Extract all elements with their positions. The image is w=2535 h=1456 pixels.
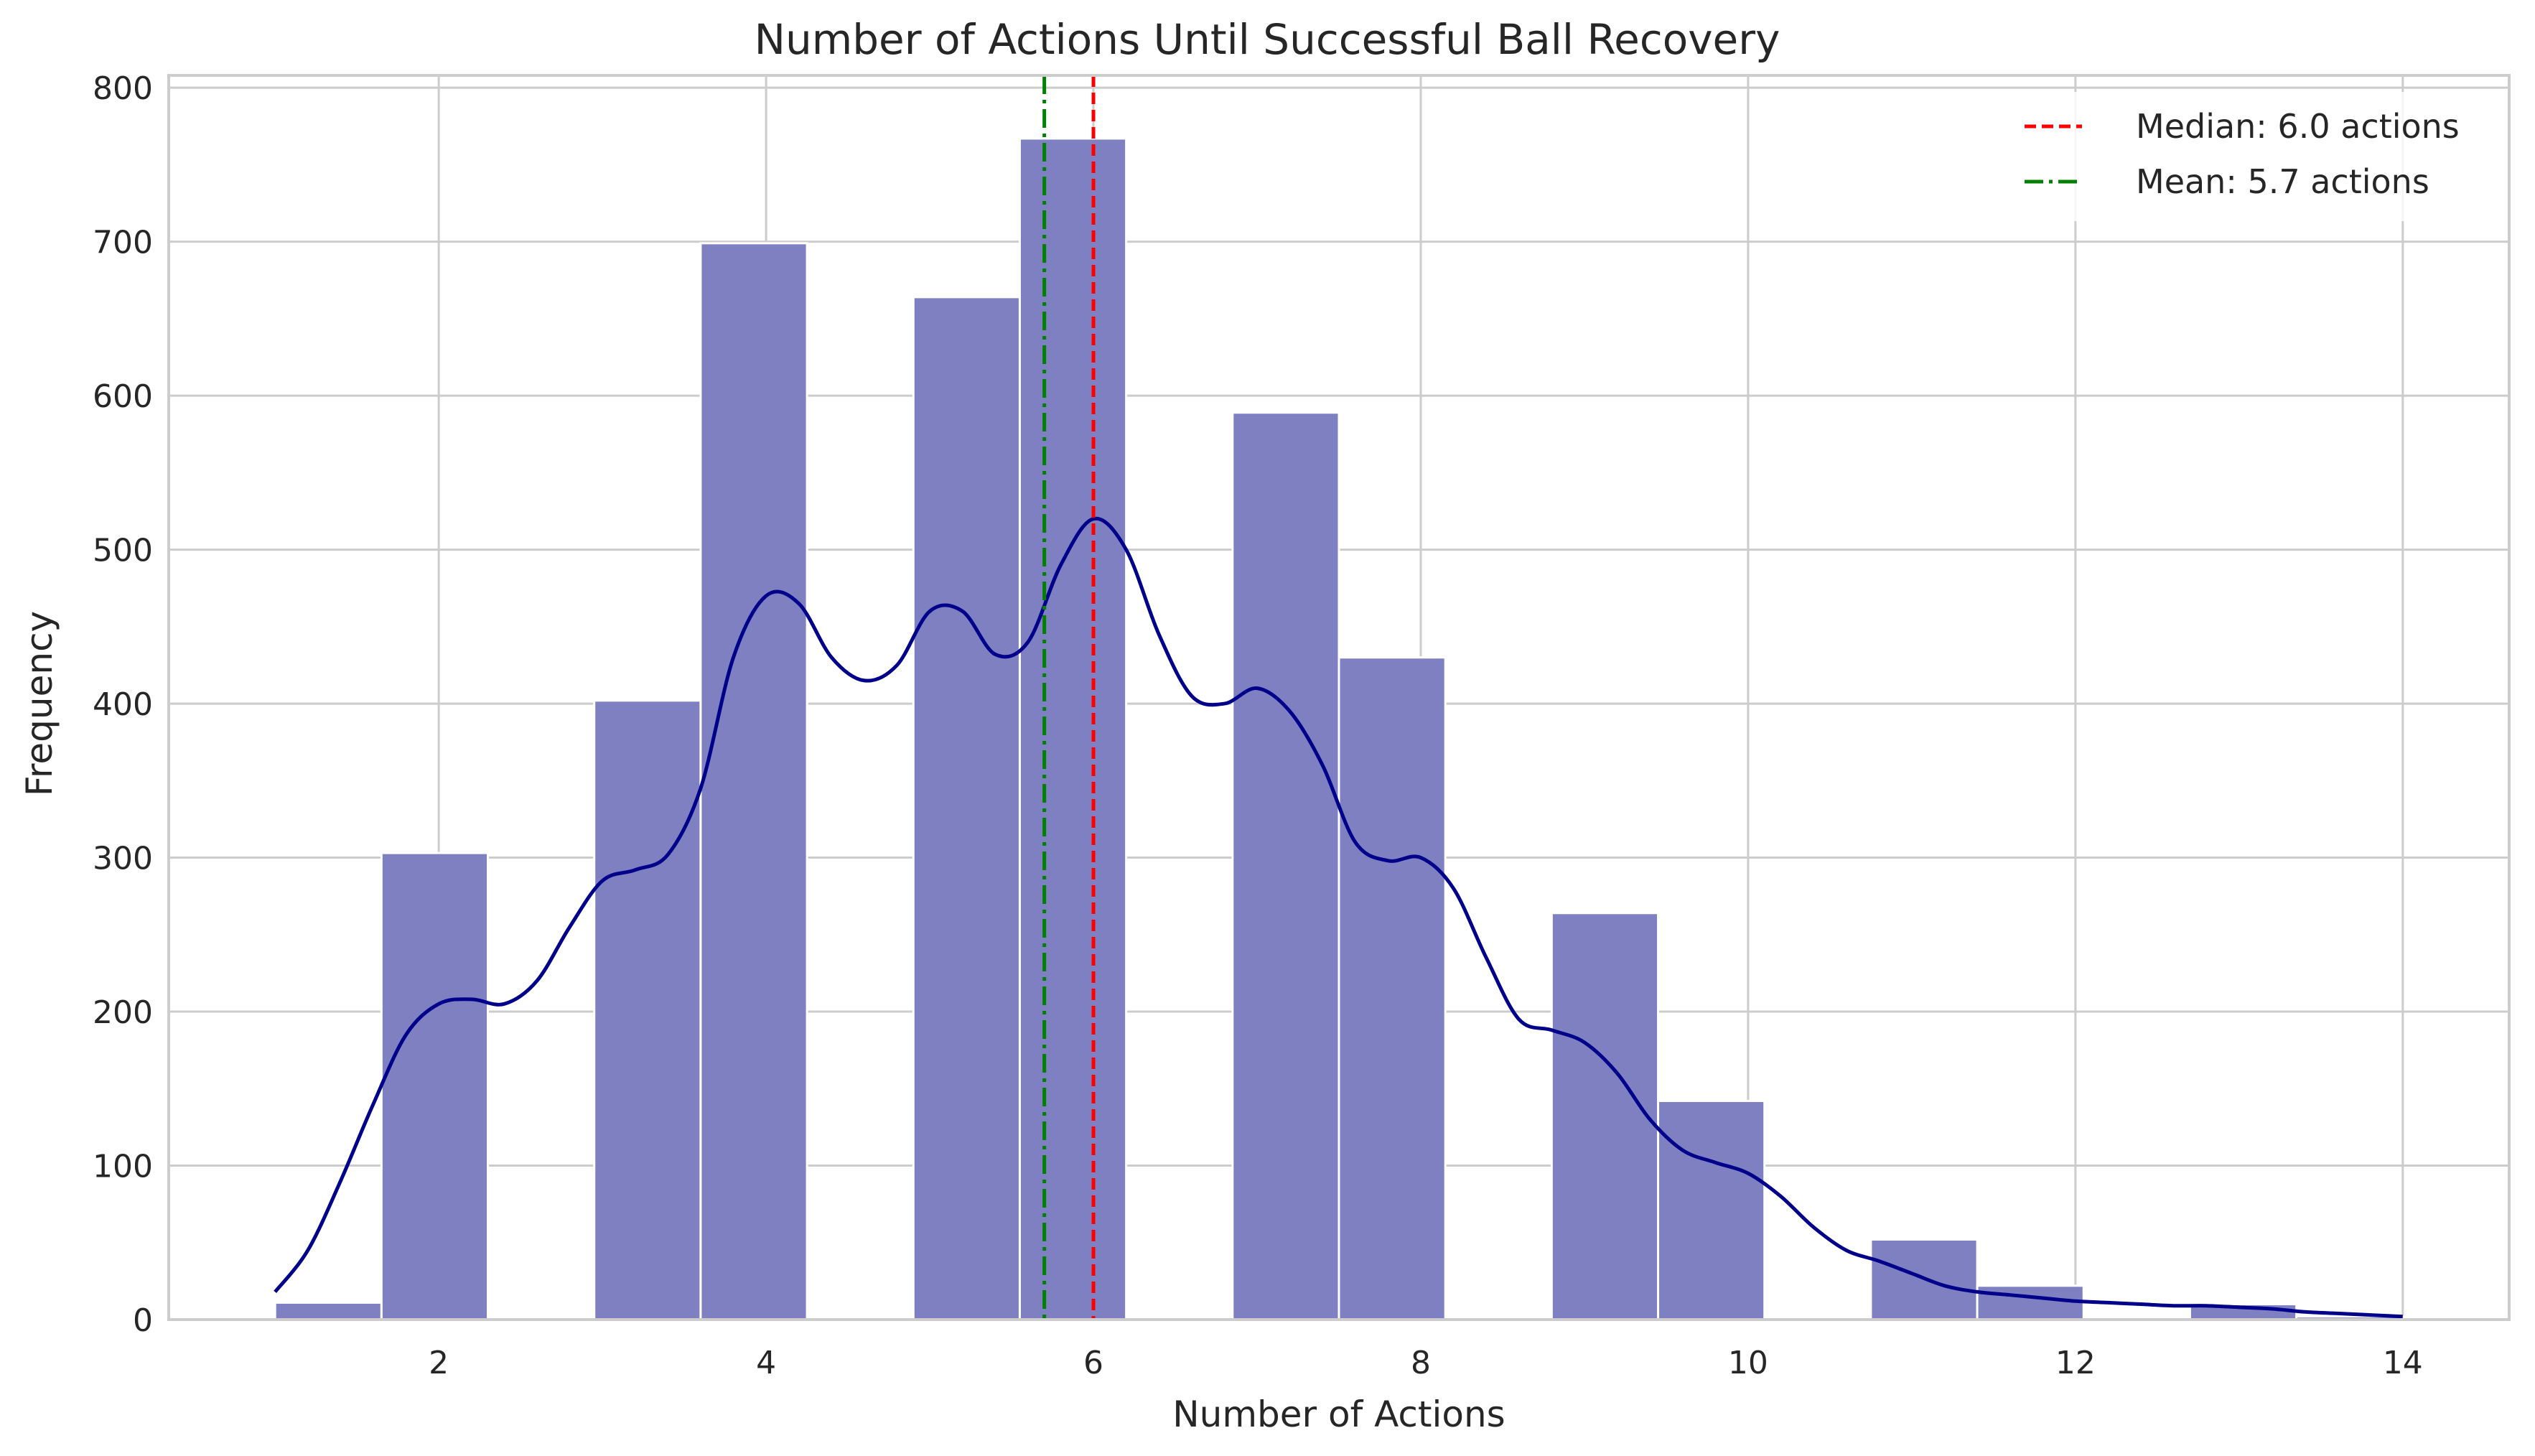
x-tick-labels: 2 4 6 8 10 12 14 <box>429 1345 2423 1381</box>
legend-box <box>2003 92 2495 221</box>
y-tick-label: 500 <box>93 533 153 569</box>
x-tick-label: 14 <box>2383 1345 2423 1381</box>
histogram-bar <box>1337 656 1447 1321</box>
x-tick-label: 6 <box>1083 1345 1103 1381</box>
legend: Median: 6.0 actions Mean: 5.7 actions <box>2003 92 2495 221</box>
x-tick-label: 10 <box>1728 1345 1768 1381</box>
y-axis-label: Frequency <box>19 611 60 796</box>
chart-title: Number of Actions Until Successful Ball … <box>755 15 1780 64</box>
x-tick-label: 12 <box>2055 1345 2096 1381</box>
x-tick-label: 4 <box>756 1345 776 1381</box>
plot-frame <box>167 74 2511 1321</box>
histogram-bar <box>1550 912 1660 1321</box>
y-tick-label: 400 <box>93 686 153 723</box>
legend-mean-label: Mean: 5.7 actions <box>2136 162 2429 201</box>
histogram-bar <box>274 1301 383 1321</box>
x-axis-label: Number of Actions <box>1172 1394 1505 1435</box>
histogram-bar <box>1657 1099 1766 1321</box>
histogram-bar <box>380 851 490 1321</box>
kde-curve-group <box>274 516 2403 1319</box>
x-tick-label: 8 <box>1411 1345 1431 1381</box>
histogram-bar <box>593 699 702 1321</box>
histogram-bar <box>1231 411 1340 1321</box>
histogram-bars <box>274 137 2404 1321</box>
reference-lines <box>1042 75 1096 1320</box>
y-tick-label: 200 <box>93 994 153 1031</box>
histogram-bar <box>1018 137 1128 1321</box>
legend-median-label: Median: 6.0 actions <box>2136 107 2460 146</box>
y-tick-label: 600 <box>93 378 153 415</box>
y-tick-label: 800 <box>93 70 153 107</box>
y-tick-label: 300 <box>93 841 153 877</box>
histogram-bar <box>699 242 808 1321</box>
y-tick-label: 100 <box>93 1149 153 1185</box>
histogram-bar <box>912 296 1021 1321</box>
x-tick-label: 2 <box>429 1345 449 1381</box>
y-tick-labels: 0 100 200 300 400 500 600 700 800 <box>93 70 153 1339</box>
y-tick-label: 0 <box>133 1302 153 1339</box>
histogram-bar <box>1976 1284 2085 1321</box>
kde-line <box>274 516 2403 1319</box>
y-tick-label: 700 <box>93 225 153 261</box>
